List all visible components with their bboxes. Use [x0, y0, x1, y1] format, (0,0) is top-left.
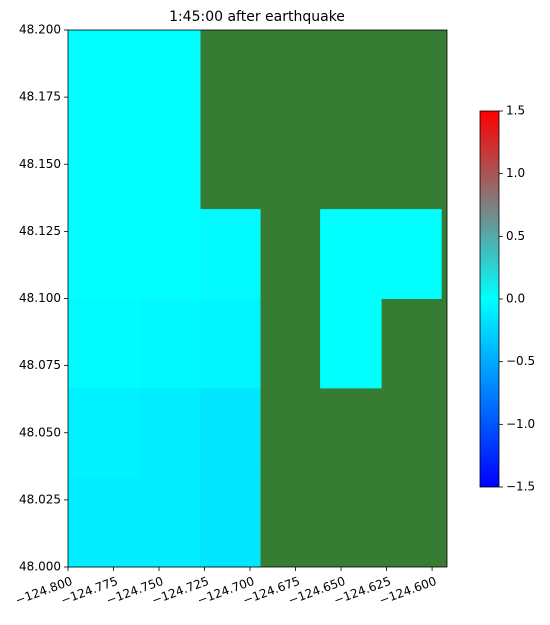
cell — [199, 209, 261, 299]
y-tick-label: 48.075 — [19, 358, 61, 372]
cell — [68, 30, 141, 120]
cell — [140, 387, 201, 479]
cell — [320, 209, 382, 299]
colorbar-tick-label: 1.0 — [506, 166, 525, 180]
colorbar-tick-label: 0.0 — [506, 292, 525, 306]
colorbar-tick-label: −1.5 — [506, 480, 535, 494]
cell — [68, 298, 141, 389]
cell — [140, 30, 201, 120]
y-tick-label: 48.150 — [19, 157, 61, 171]
y-tick-label: 48.100 — [19, 291, 61, 305]
cell — [68, 209, 141, 299]
y-tick-label: 48.050 — [19, 425, 61, 439]
cell — [140, 119, 201, 210]
colorbar-tick-label: −0.5 — [506, 354, 535, 368]
y-tick-label: 48.200 — [19, 23, 61, 37]
y-tick-label: 48.125 — [19, 224, 61, 238]
cell — [68, 477, 141, 568]
y-tick-label: 48.000 — [19, 560, 61, 574]
cell — [199, 477, 261, 568]
cell — [199, 298, 261, 389]
chart-title: 1:45:00 after earthquake — [169, 9, 345, 25]
cell — [140, 477, 201, 568]
y-tick-label: 48.175 — [19, 90, 61, 104]
colorbar — [479, 110, 500, 488]
cell — [199, 387, 261, 479]
cell — [68, 119, 141, 210]
cell — [140, 298, 201, 389]
cell — [320, 298, 382, 389]
cell — [381, 209, 442, 299]
colorbar-tick-label: 1.5 — [506, 104, 525, 118]
y-tick-label: 48.025 — [19, 492, 61, 506]
colorbar-tick-label: 0.5 — [506, 229, 525, 243]
colorbar-tick-label: −1.0 — [506, 417, 535, 431]
cell — [68, 387, 141, 479]
cell — [140, 209, 201, 299]
